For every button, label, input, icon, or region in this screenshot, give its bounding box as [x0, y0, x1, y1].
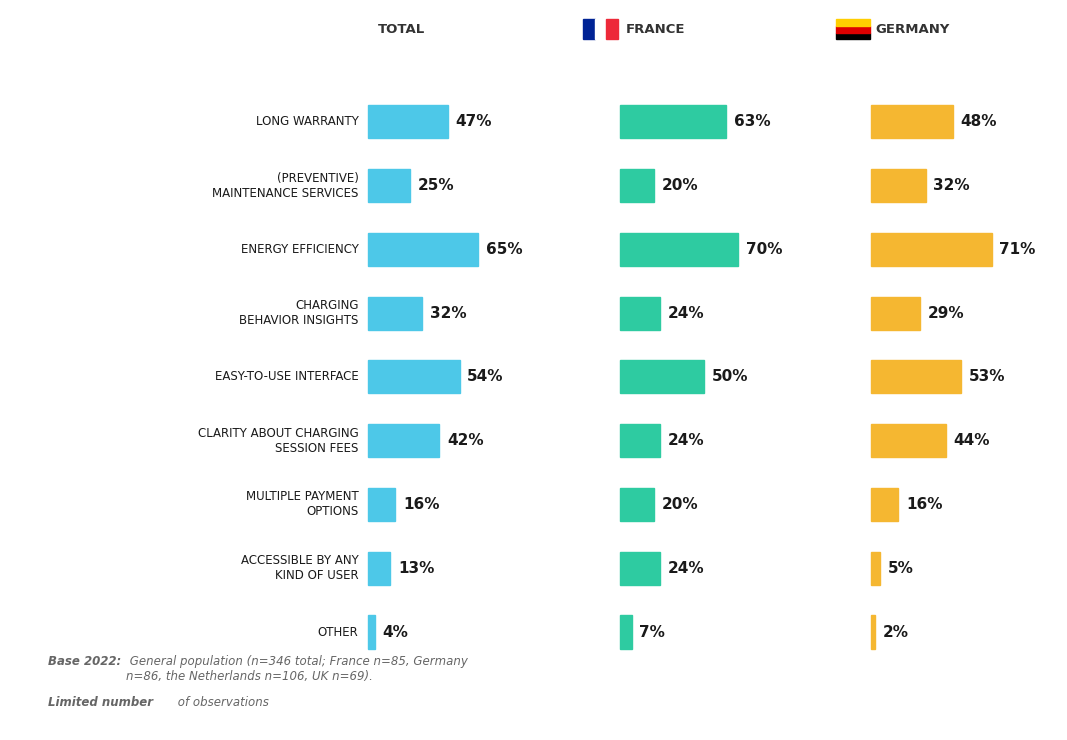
Text: Limited number: Limited number — [48, 696, 153, 709]
Text: 16%: 16% — [906, 497, 942, 512]
Bar — [872, 169, 925, 202]
Bar — [606, 19, 618, 39]
Bar — [368, 360, 460, 394]
Bar — [872, 551, 880, 585]
Text: 70%: 70% — [746, 242, 782, 257]
Bar — [872, 233, 991, 266]
Text: 65%: 65% — [485, 242, 523, 257]
Bar — [620, 424, 660, 457]
Text: 2%: 2% — [882, 625, 908, 639]
Text: (PREVENTIVE)
MAINTENANCE SERVICES: (PREVENTIVE) MAINTENANCE SERVICES — [212, 172, 359, 200]
Bar — [620, 297, 660, 330]
Text: TOTAL: TOTAL — [379, 23, 426, 36]
Text: CHARGING
BEHAVIOR INSIGHTS: CHARGING BEHAVIOR INSIGHTS — [239, 299, 359, 327]
Text: 42%: 42% — [447, 433, 483, 448]
Text: 24%: 24% — [668, 306, 704, 320]
Bar — [835, 19, 871, 26]
Text: General population (n=346 total; France n=85, Germany
n=86, the Netherlands n=10: General population (n=346 total; France … — [126, 655, 467, 683]
Text: 24%: 24% — [668, 561, 704, 576]
Bar — [872, 424, 945, 457]
Text: 16%: 16% — [403, 497, 440, 512]
Bar — [872, 297, 921, 330]
Text: 7%: 7% — [639, 625, 665, 639]
Bar — [368, 488, 395, 521]
Bar — [368, 297, 423, 330]
Bar — [872, 105, 953, 138]
Text: OTHER: OTHER — [318, 625, 359, 639]
Bar — [368, 424, 440, 457]
Bar — [368, 105, 448, 138]
Text: 47%: 47% — [456, 114, 492, 130]
Text: MULTIPLE PAYMENT
OPTIONS: MULTIPLE PAYMENT OPTIONS — [245, 491, 359, 519]
Bar — [583, 19, 594, 39]
Text: 54%: 54% — [467, 369, 504, 384]
Text: GERMANY: GERMANY — [876, 23, 950, 36]
Text: 32%: 32% — [430, 306, 466, 320]
Bar — [368, 551, 391, 585]
Bar — [835, 26, 871, 33]
Text: 20%: 20% — [662, 497, 698, 512]
Text: 25%: 25% — [418, 178, 455, 193]
Text: 13%: 13% — [398, 561, 434, 576]
Bar — [872, 616, 875, 649]
Text: 50%: 50% — [712, 369, 749, 384]
Bar — [594, 19, 606, 39]
Bar — [368, 233, 478, 266]
Bar — [620, 360, 704, 394]
Text: ENERGY EFFICIENCY: ENERGY EFFICIENCY — [240, 243, 359, 256]
Text: 29%: 29% — [928, 306, 965, 320]
Text: 44%: 44% — [954, 433, 990, 448]
Text: 24%: 24% — [668, 433, 704, 448]
Text: 4%: 4% — [383, 625, 409, 639]
Text: Base 2022:: Base 2022: — [48, 655, 122, 668]
Bar — [872, 488, 898, 521]
Text: 5%: 5% — [888, 561, 913, 576]
Bar — [620, 488, 654, 521]
Bar — [620, 105, 727, 138]
Text: 48%: 48% — [960, 114, 997, 130]
Bar — [620, 551, 660, 585]
Text: 20%: 20% — [662, 178, 698, 193]
Bar — [620, 169, 654, 202]
Bar — [368, 616, 375, 649]
Text: FRANCE: FRANCE — [625, 23, 685, 36]
Text: 63%: 63% — [734, 114, 770, 130]
Bar — [872, 360, 961, 394]
Text: LONG WARRANTY: LONG WARRANTY — [256, 115, 359, 128]
Text: 32%: 32% — [934, 178, 970, 193]
Bar — [368, 169, 411, 202]
Bar — [620, 233, 738, 266]
Bar — [835, 33, 871, 39]
Text: CLARITY ABOUT CHARGING
SESSION FEES: CLARITY ABOUT CHARGING SESSION FEES — [197, 427, 359, 454]
Text: 71%: 71% — [1000, 242, 1036, 257]
Text: of observations: of observations — [174, 696, 269, 709]
Text: 53%: 53% — [969, 369, 1005, 384]
Bar — [620, 616, 632, 649]
Text: EASY-TO-USE INTERFACE: EASY-TO-USE INTERFACE — [214, 371, 359, 383]
Text: ACCESSIBLE BY ANY
KIND OF USER: ACCESSIBLE BY ANY KIND OF USER — [241, 554, 359, 582]
